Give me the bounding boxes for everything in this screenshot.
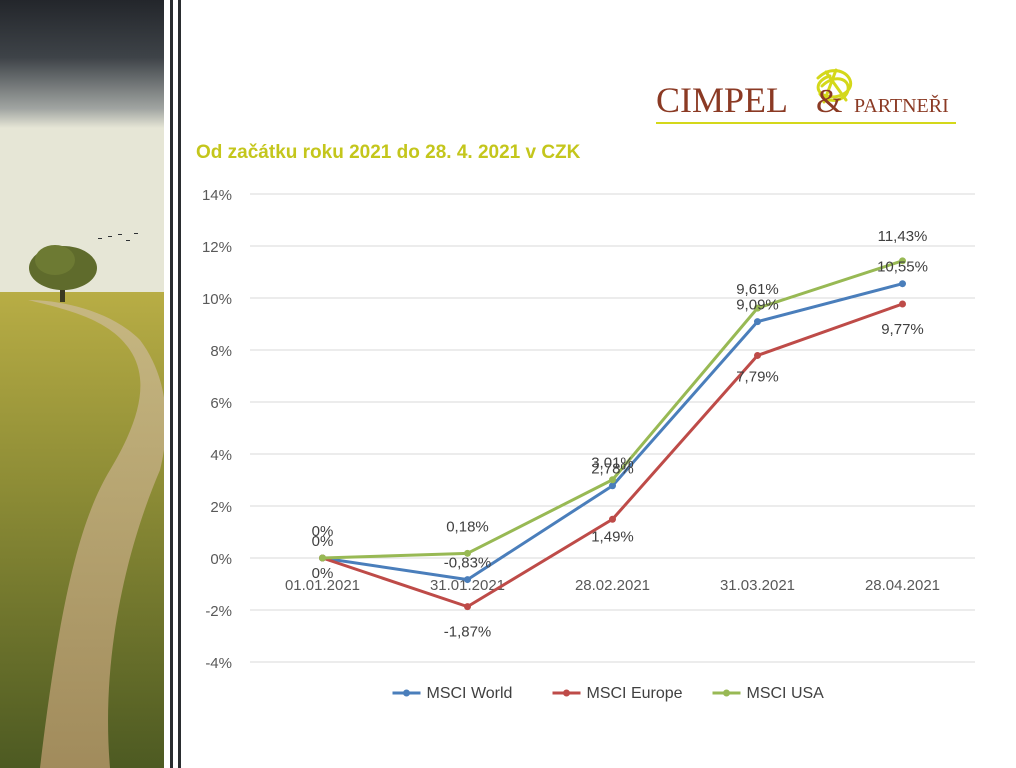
data-point — [464, 603, 471, 611]
x-tick-label: 31.01.2021 — [430, 577, 505, 594]
data-point — [464, 576, 471, 584]
data-point — [319, 554, 326, 562]
data-point — [464, 549, 471, 557]
decorative-stripes — [164, 0, 192, 768]
data-label: 0,18% — [446, 518, 489, 535]
data-point — [899, 257, 906, 265]
data-label: 9,09% — [736, 297, 779, 314]
data-label: 0% — [312, 523, 334, 540]
line-chart: -4% -2% 0% 2% 4% 6% 8% 10% 12% 14% 01.01.2021 31.01… — [202, 187, 975, 702]
data-label: 0% — [312, 565, 334, 582]
legend-marker — [403, 689, 410, 697]
y-tick-label: 8% — [210, 343, 232, 360]
legend-marker — [563, 689, 570, 697]
legend-label: MSCI Europe — [587, 685, 683, 702]
data-point — [754, 351, 761, 359]
data-label: 2,78% — [591, 461, 634, 478]
data-point — [899, 280, 906, 288]
data-point — [609, 515, 616, 523]
data-label: 9,61% — [736, 281, 779, 298]
legend-marker — [723, 689, 730, 697]
legend-label: MSCI World — [427, 685, 513, 702]
data-label: 3,01% — [591, 455, 634, 472]
data-point — [609, 482, 616, 490]
landscape-photo — [0, 0, 164, 768]
data-label: 10,55% — [877, 259, 928, 276]
legend-label: MSCI USA — [747, 685, 825, 702]
y-tick-label: 4% — [210, 447, 232, 464]
y-tick-label: 12% — [202, 239, 232, 256]
x-tick-label: 01.01.2021 — [285, 577, 360, 594]
y-tick-label: 0% — [210, 551, 232, 568]
logo-suffix: PARTNEŘI — [854, 94, 949, 117]
chart-title: Od začátku roku 2021 do 28. 4. 2021 v CZ… — [196, 142, 581, 163]
data-label: 11,43% — [878, 228, 928, 245]
data-label: 9,77% — [881, 321, 924, 338]
data-label: -0,83% — [444, 555, 492, 572]
x-tick-label: 31.03.2021 — [720, 577, 795, 594]
y-tick-label: 6% — [210, 395, 232, 412]
data-label: 7,79% — [736, 368, 779, 385]
data-point — [899, 300, 906, 308]
data-label: 0% — [312, 533, 334, 550]
x-tick-label: 28.04.2021 — [865, 577, 940, 594]
y-tick-label: 10% — [202, 291, 232, 308]
logo-name: CIMPEL — [656, 80, 788, 120]
data-label: -1,87% — [444, 624, 492, 641]
logo-scribble-icon — [816, 68, 853, 104]
data-label: 1,49% — [591, 528, 634, 545]
y-tick-label: -4% — [205, 655, 232, 672]
data-point — [754, 318, 761, 326]
logo-ampersand: & — [816, 83, 842, 120]
data-point — [609, 476, 616, 484]
y-tick-label: -2% — [205, 603, 232, 620]
tree-icon — [29, 245, 97, 302]
y-tick-label: 2% — [210, 499, 232, 516]
data-point — [754, 304, 761, 312]
company-logo: CIMPEL & PARTNEŘI — [656, 68, 956, 124]
y-tick-label: 14% — [202, 187, 232, 204]
x-tick-label: 28.02.2021 — [575, 577, 650, 594]
